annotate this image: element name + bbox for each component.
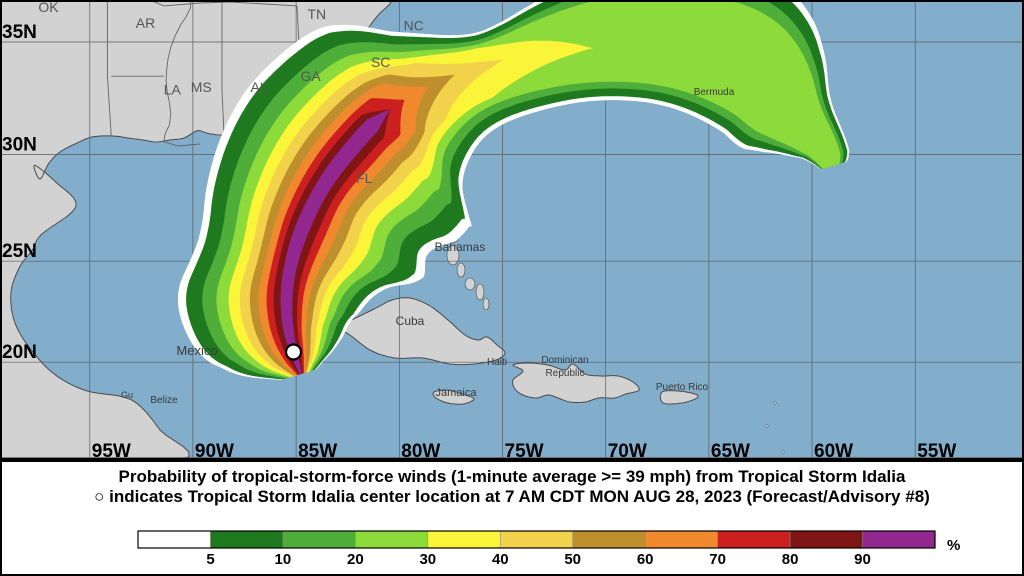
svg-text:50: 50 <box>564 551 581 568</box>
svg-text:Belize: Belize <box>150 395 178 406</box>
svg-text:10: 10 <box>275 551 292 568</box>
svg-text:25N: 25N <box>2 241 37 262</box>
svg-text:FL: FL <box>356 170 373 186</box>
svg-text:Dominican: Dominican <box>541 355 588 366</box>
svg-text:Cuba: Cuba <box>396 314 425 328</box>
svg-text:Jamaica: Jamaica <box>436 387 478 399</box>
svg-text:AR: AR <box>136 15 155 31</box>
svg-text:90: 90 <box>854 551 871 568</box>
svg-text:70: 70 <box>709 551 726 568</box>
svg-text:AL: AL <box>250 79 267 95</box>
svg-text:GA: GA <box>300 68 321 84</box>
svg-text:20: 20 <box>347 551 364 568</box>
svg-text:%: % <box>947 537 960 554</box>
svg-text:80: 80 <box>782 551 799 568</box>
svg-text:Bahamas: Bahamas <box>435 240 486 254</box>
svg-text:Mexico: Mexico <box>176 343 217 358</box>
svg-text:20N: 20N <box>2 342 37 363</box>
svg-text:Republic: Republic <box>546 368 585 379</box>
svg-text:Puerto Rico: Puerto Rico <box>656 382 709 393</box>
svg-text:60: 60 <box>637 551 654 568</box>
svg-text:MS: MS <box>191 79 212 95</box>
svg-text:○ indicates Tropical Storm Ida: ○ indicates Tropical Storm Idalia center… <box>94 487 930 506</box>
svg-text:35N: 35N <box>2 22 37 43</box>
svg-text:Gu: Gu <box>121 390 133 400</box>
svg-text:30: 30 <box>419 551 436 568</box>
svg-text:Bermuda: Bermuda <box>694 87 735 98</box>
svg-text:Haiti: Haiti <box>487 357 507 368</box>
svg-text:OK: OK <box>38 0 59 15</box>
svg-text:NC: NC <box>404 17 424 33</box>
svg-text:SC: SC <box>371 54 390 70</box>
svg-text:40: 40 <box>492 551 509 568</box>
svg-text:5: 5 <box>206 551 214 568</box>
svg-text:30N: 30N <box>2 135 37 156</box>
svg-text:LA: LA <box>164 81 182 97</box>
svg-text:Probability of tropical-storm-: Probability of tropical-storm-force wind… <box>119 467 906 486</box>
svg-text:TN: TN <box>307 6 326 22</box>
